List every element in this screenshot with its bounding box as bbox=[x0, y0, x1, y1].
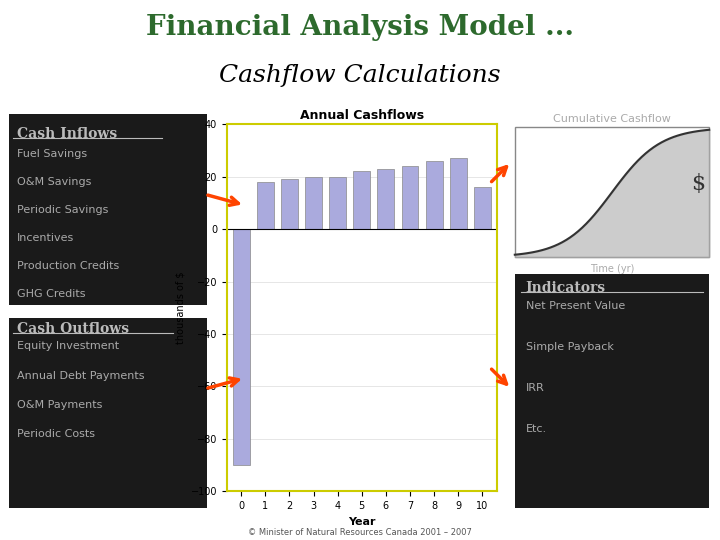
Bar bbox=[474, 187, 491, 229]
Text: Etc.: Etc. bbox=[526, 424, 546, 434]
Text: Production Credits: Production Credits bbox=[17, 261, 120, 272]
Text: Fuel Savings: Fuel Savings bbox=[17, 149, 87, 159]
Bar bbox=[426, 161, 443, 229]
Y-axis label: thousands of $: thousands of $ bbox=[175, 272, 185, 344]
Text: Simple Payback: Simple Payback bbox=[526, 342, 613, 352]
Bar bbox=[305, 177, 322, 229]
Text: Equity Investment: Equity Investment bbox=[17, 341, 120, 352]
Text: © Minister of Natural Resources Canada 2001 – 2007: © Minister of Natural Resources Canada 2… bbox=[248, 528, 472, 537]
Text: Indicators: Indicators bbox=[526, 281, 606, 295]
Bar bbox=[402, 166, 418, 229]
Text: Financial Analysis Model ...: Financial Analysis Model ... bbox=[146, 14, 574, 40]
Bar bbox=[233, 229, 250, 465]
FancyBboxPatch shape bbox=[515, 274, 709, 508]
Text: Annual Debt Payments: Annual Debt Payments bbox=[17, 370, 145, 381]
X-axis label: Year: Year bbox=[348, 517, 376, 526]
Text: IRR: IRR bbox=[526, 383, 544, 393]
Text: Periodic Savings: Periodic Savings bbox=[17, 205, 109, 215]
Title: Annual Cashflows: Annual Cashflows bbox=[300, 109, 424, 122]
Text: Cash Inflows: Cash Inflows bbox=[17, 127, 117, 141]
Bar bbox=[377, 169, 395, 229]
Bar bbox=[329, 177, 346, 229]
Text: Time (yr): Time (yr) bbox=[590, 264, 634, 274]
FancyBboxPatch shape bbox=[515, 127, 709, 257]
Bar bbox=[281, 179, 298, 229]
Text: O&M Payments: O&M Payments bbox=[17, 400, 103, 410]
Text: Periodic Costs: Periodic Costs bbox=[17, 429, 95, 440]
FancyBboxPatch shape bbox=[9, 114, 207, 305]
Bar bbox=[354, 171, 370, 229]
Text: Cumulative Cashflow: Cumulative Cashflow bbox=[553, 114, 671, 125]
Text: GHG Credits: GHG Credits bbox=[17, 289, 86, 300]
Bar bbox=[450, 158, 467, 229]
Text: $: $ bbox=[690, 173, 705, 194]
Text: Cashflow Calculations: Cashflow Calculations bbox=[219, 64, 501, 87]
Text: Net Present Value: Net Present Value bbox=[526, 301, 625, 311]
FancyBboxPatch shape bbox=[9, 318, 207, 508]
Text: Incentives: Incentives bbox=[17, 233, 75, 244]
Bar bbox=[257, 182, 274, 229]
Text: O&M Savings: O&M Savings bbox=[17, 177, 91, 187]
Text: Cash Outflows: Cash Outflows bbox=[17, 322, 130, 336]
